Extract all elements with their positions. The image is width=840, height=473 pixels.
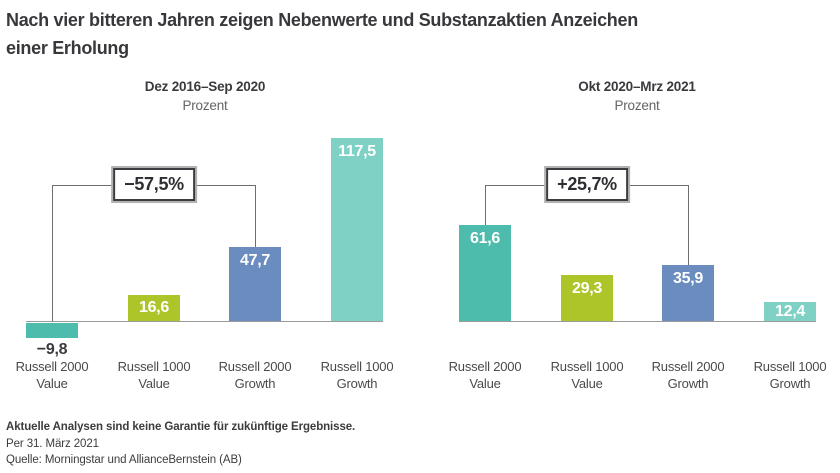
bar-value-label: 47,7: [240, 252, 270, 269]
annotation-box: +25,7%: [546, 168, 628, 201]
bar-value-label: −9,8: [36, 341, 68, 358]
unit-label-right: Prozent: [614, 98, 660, 113]
bar-value-label: 29,3: [572, 280, 602, 297]
category-label: Russell 2000 Growth: [218, 359, 292, 391]
x-axis: [26, 321, 383, 322]
panel-header-left: Dez 2016–Sep 2020 Prozent: [55, 78, 355, 114]
bar: [331, 138, 383, 321]
bar-value-label: 35,9: [673, 270, 703, 287]
category-label: Russell 1000 Growth: [753, 359, 827, 391]
annotation-box: −57,5%: [113, 168, 195, 201]
annotation-connector-v: [688, 185, 689, 265]
bar-value-label: 117,5: [338, 143, 376, 160]
footer-as-of-date: Per 31. März 2021: [6, 438, 99, 450]
page-title-line1: Nach vier bitteren Jahren zeigen Nebenwe…: [6, 10, 638, 30]
bar: [128, 295, 180, 321]
annotation-connector-v: [255, 185, 256, 247]
bar: [662, 265, 714, 321]
bar: [764, 302, 816, 321]
page-title-line2: einer Erholung: [6, 38, 129, 58]
category-label: Russell 2000 Value: [448, 359, 522, 391]
bar-value-label: 16,6: [139, 299, 169, 316]
bar: [459, 225, 511, 321]
footer-source: Quelle: Morningstar und AllianceBernstei…: [6, 454, 242, 466]
annotation-connector-v: [485, 185, 486, 225]
period-label-right: Okt 2020–Mrz 2021: [578, 79, 696, 94]
category-label: Russell 1000 Growth: [320, 359, 394, 391]
category-label: Russell 1000 Value: [117, 359, 191, 391]
category-label: Russell 2000 Growth: [651, 359, 725, 391]
unit-label-left: Prozent: [182, 98, 228, 113]
annotation-connector-v: [52, 185, 53, 321]
bar-value-label: 12,4: [775, 303, 805, 320]
x-axis: [459, 321, 816, 322]
category-label: Russell 1000 Value: [550, 359, 624, 391]
category-label: Russell 2000 Value: [15, 359, 89, 391]
bar-value-label: 61,6: [470, 230, 500, 247]
page-title: Nach vier bitteren Jahren zeigen Nebenwe…: [6, 6, 766, 62]
bar: [26, 323, 78, 338]
panel-header-right: Okt 2020–Mrz 2021 Prozent: [487, 78, 787, 114]
bar: [561, 275, 613, 321]
bar: [229, 247, 281, 321]
period-label-left: Dez 2016–Sep 2020: [144, 79, 266, 94]
footer-disclaimer: Aktuelle Analysen sind keine Garantie fü…: [6, 421, 356, 433]
